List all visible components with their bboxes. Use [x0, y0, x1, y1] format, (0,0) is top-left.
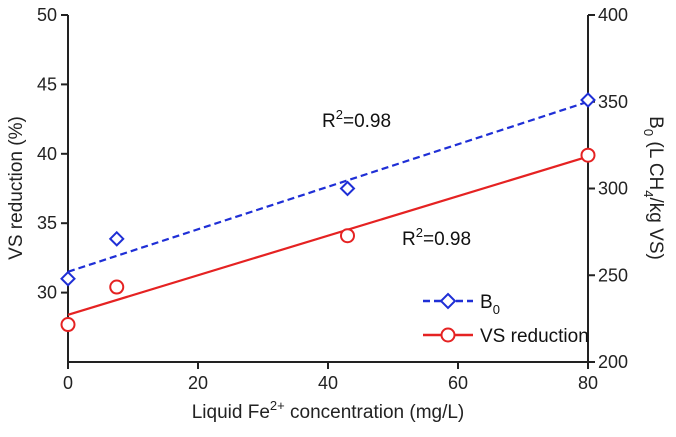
y-right-tick-label: 400 [598, 5, 628, 25]
y-left-tick-label: 35 [37, 213, 57, 233]
y-right-tick-label: 250 [598, 265, 628, 285]
y-left-tick-label: 50 [37, 5, 57, 25]
legend-vs-label: VS reduction [480, 326, 589, 347]
legend-vs-circle-marker [440, 327, 456, 343]
y-left-axis-title: VS reduction (%) [6, 116, 27, 260]
b0-point [108, 230, 125, 247]
y-right-tick-label: 350 [598, 92, 628, 112]
ticks-layer: 0 20 40 60 80 30 35 40 45 50 200 250 300 350 400 [37, 5, 628, 393]
legend-entry-b0: B0 [423, 292, 500, 317]
r2-annotation-vs: R2=0.98 [402, 225, 471, 250]
x-tick-label: 40 [318, 373, 338, 393]
x-tick-label: 20 [188, 373, 208, 393]
x-tick-label: 60 [448, 373, 468, 393]
b0-point [60, 270, 76, 287]
fit-line-vs-reduction [67, 155, 589, 316]
legend-entry-vs-reduction: VS reduction [423, 326, 589, 347]
y-right-tick-label: 300 [598, 179, 628, 199]
y-left-tick-label: 45 [37, 74, 57, 94]
b0-point [339, 180, 356, 197]
y-right-tick-label: 200 [598, 352, 628, 372]
vs-reduction-point [109, 279, 125, 295]
data-points [60, 92, 596, 333]
x-tick-label: 80 [578, 373, 598, 393]
vs-reduction-point [580, 147, 596, 163]
vs-reduction-point [340, 228, 355, 244]
x-axis-title: Liquid Fe2+ concentration (mg/L) [192, 398, 465, 423]
y-left-tick-label: 30 [37, 283, 57, 303]
vs-reduction-point [60, 317, 76, 333]
y-left-tick-label: 40 [37, 144, 57, 164]
x-tick-label: 0 [63, 373, 73, 393]
r2-annotation-b0: R2=0.98 [322, 107, 391, 132]
legend: B0 VS reduction [423, 292, 589, 347]
legend-b0-diamond-marker [439, 292, 457, 310]
y-right-axis-title: B0 (L CH4/kg VS) [641, 116, 666, 260]
legend-b0-label: B0 [480, 292, 500, 317]
fit-lines [67, 100, 589, 316]
b0-point [580, 92, 596, 108]
fit-line-b0 [67, 100, 589, 273]
